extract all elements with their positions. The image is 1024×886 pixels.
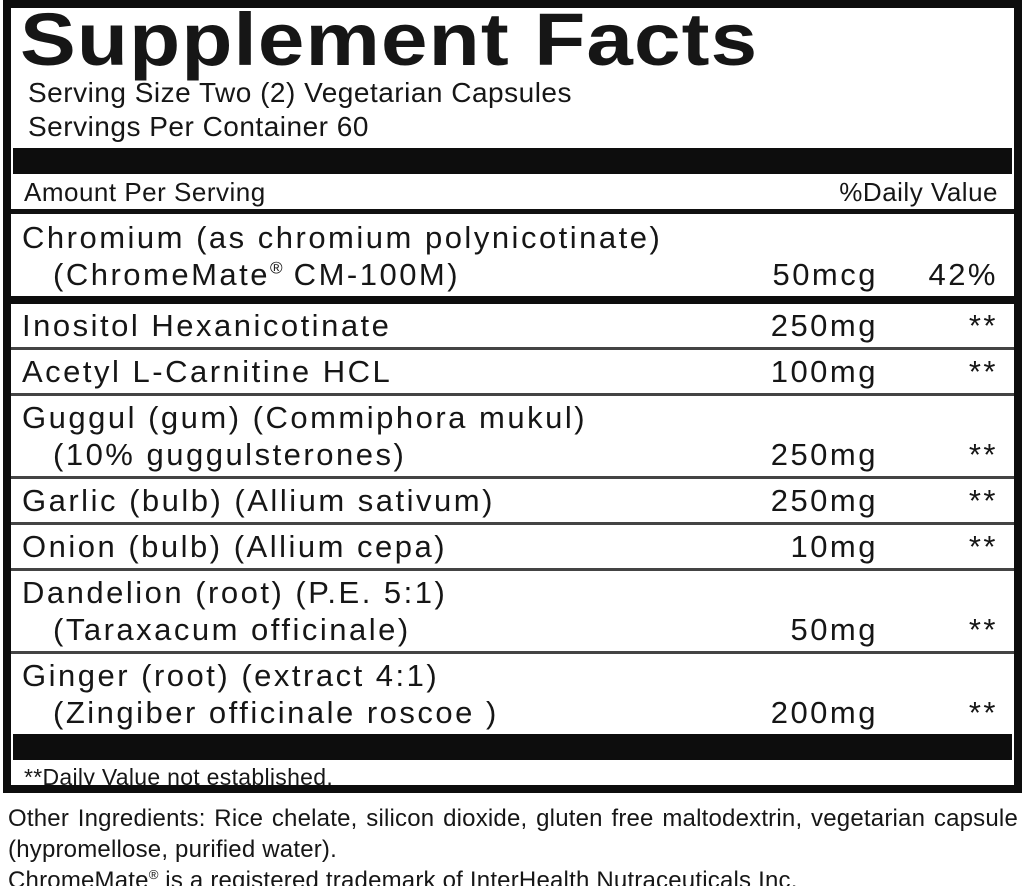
other-ingredients: Other Ingredients: Rice chelate, silicon… — [8, 805, 1018, 863]
ingredient-name: Chromium (as chromium polynicotinate) (C… — [22, 220, 663, 292]
ingredient-daily-value: ** — [968, 354, 998, 389]
ingredient-name: Dandelion (root) (P.E. 5:1) (Taraxacum o… — [22, 575, 448, 647]
supplement-facts-panel: Supplement Facts Serving Size Two (2) Ve… — [3, 0, 1022, 793]
ingredient-amount: 10mg — [790, 529, 878, 564]
label-footer: Other Ingredients: Rice chelate, silicon… — [0, 793, 1024, 886]
ingredient-daily-value: ** — [968, 437, 998, 472]
ingredient-daily-value: ** — [968, 695, 998, 730]
column-header-row: Amount Per Serving %Daily Value — [11, 174, 1014, 214]
serving-size: Serving Size Two (2) Vegetarian Capsules — [28, 77, 572, 108]
trademark-note: ChromeMate® is a registered trademark of… — [8, 867, 798, 886]
servings-per-container: Servings Per Container 60 — [28, 111, 369, 142]
ingredient-amount: 250mg — [770, 483, 878, 518]
ingredient-daily-value: ** — [968, 529, 998, 564]
ingredient-daily-value: ** — [968, 483, 998, 518]
ingredient-amount: 200mg — [770, 695, 878, 730]
divider-bar-top — [13, 148, 1012, 174]
divider-bar-bottom — [13, 734, 1012, 760]
ingredient-name: Onion (bulb) (Allium cepa) — [22, 529, 448, 564]
ingredient-row-onion: Onion (bulb) (Allium cepa) 10mg ** — [11, 525, 1014, 571]
ingredient-amount: 250mg — [770, 308, 878, 343]
ingredient-amount: 100mg — [770, 354, 878, 389]
daily-value-header: %Daily Value — [839, 177, 998, 207]
ingredient-name: Guggul (gum) (Commiphora mukul) (10% gug… — [22, 400, 588, 472]
ingredient-name: Inositol Hexanicotinate — [22, 308, 392, 343]
ingredient-name: Ginger (root) (extract 4:1) (Zingiber of… — [22, 658, 499, 730]
ingredient-row-ginger: Ginger (root) (extract 4:1) (Zingiber of… — [11, 654, 1014, 734]
panel-title: Supplement Facts — [20, 0, 759, 81]
ingredient-daily-value: ** — [968, 308, 998, 343]
ingredient-row-chromium: Chromium (as chromium polynicotinate) (C… — [11, 214, 1014, 304]
ingredient-row-dandelion: Dandelion (root) (P.E. 5:1) (Taraxacum o… — [11, 571, 1014, 654]
ingredient-daily-value: 42% — [928, 257, 998, 292]
ingredient-daily-value: ** — [968, 612, 998, 647]
ingredient-row-garlic: Garlic (bulb) (Allium sativum) 250mg ** — [11, 479, 1014, 525]
ingredient-amount: 250mg — [770, 437, 878, 472]
daily-value-footnote: **Daily Value not established. — [24, 764, 334, 790]
amount-per-serving-header: Amount Per Serving — [24, 177, 266, 207]
ingredient-amount: 50mg — [790, 612, 878, 647]
ingredient-row-guggul: Guggul (gum) (Commiphora mukul) (10% gug… — [11, 396, 1014, 479]
ingredient-name: Acetyl L-Carnitine HCL — [22, 354, 393, 389]
ingredient-row-inositol: Inositol Hexanicotinate 250mg ** — [11, 304, 1014, 350]
registered-mark: ® — [270, 258, 283, 278]
registered-mark: ® — [148, 867, 159, 882]
ingredient-row-acetyl-l-carnitine: Acetyl L-Carnitine HCL 100mg ** — [11, 350, 1014, 396]
ingredient-name: Garlic (bulb) (Allium sativum) — [22, 483, 495, 518]
ingredient-amount: 50mcg — [772, 257, 878, 292]
